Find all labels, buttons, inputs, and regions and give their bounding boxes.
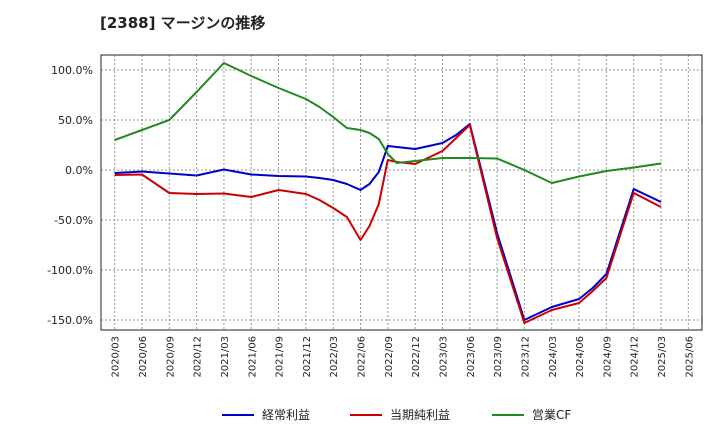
y-tick-label: 50.0% xyxy=(58,114,93,127)
y-tick-label: -50.0% xyxy=(54,214,93,227)
x-tick-label: 2021/12 xyxy=(302,336,313,378)
x-tick-label: 2024/09 xyxy=(602,336,613,378)
x-tick-label: 2025/06 xyxy=(684,336,695,378)
x-tick-label: 2024/03 xyxy=(548,336,559,378)
x-tick-label: 2022/09 xyxy=(384,336,395,378)
x-tick-label: 2023/06 xyxy=(466,336,477,378)
legend-label: 営業CF xyxy=(532,408,571,422)
chart-title: [2388] マージンの推移 xyxy=(100,14,266,32)
x-tick-label: 2025/03 xyxy=(657,336,668,378)
x-tick-label: 2022/06 xyxy=(357,336,368,378)
x-tick-label: 2020/03 xyxy=(111,336,122,378)
y-tick-label: 100.0% xyxy=(51,64,93,77)
x-tick-label: 2020/06 xyxy=(138,336,149,378)
plot-area-frame xyxy=(100,54,703,331)
x-tick-label: 2023/03 xyxy=(438,336,449,378)
x-tick-label: 2020/09 xyxy=(165,336,176,378)
x-tick-label: 2022/03 xyxy=(329,336,340,378)
x-tick-label: 2024/12 xyxy=(630,336,641,378)
y-tick-label: -100.0% xyxy=(47,264,93,277)
x-tick-label: 2021/03 xyxy=(220,336,231,378)
series-lines xyxy=(114,62,662,324)
x-tick-label: 2021/06 xyxy=(247,336,258,378)
series-line xyxy=(114,62,662,184)
x-tick-label: 2021/09 xyxy=(275,336,286,378)
y-tick-label: -150.0% xyxy=(47,314,93,327)
x-tick-label: 2024/06 xyxy=(575,336,586,378)
legend-label: 経常利益 xyxy=(262,408,310,422)
y-tick-label: 0.0% xyxy=(65,164,93,177)
x-tick-label: 2023/09 xyxy=(493,336,504,378)
legend-label: 当期純利益 xyxy=(390,408,450,422)
grid-lines xyxy=(101,55,702,330)
y-axis-ticks: 100.0% 50.0% 0.0% -50.0% -100.0% -150.0% xyxy=(47,64,93,327)
x-tick-label: 2022/12 xyxy=(411,336,422,378)
x-tick-label: 2023/12 xyxy=(520,336,531,378)
x-tick-label: 2020/12 xyxy=(193,336,204,378)
series-line xyxy=(114,123,662,321)
x-axis-ticks: 2020/03 2020/06 2020/09 2020/12 2021/03 2021/… xyxy=(111,336,696,378)
series-line xyxy=(114,124,662,324)
legend: 経常利益 当期純利益 営業CF xyxy=(222,408,571,422)
